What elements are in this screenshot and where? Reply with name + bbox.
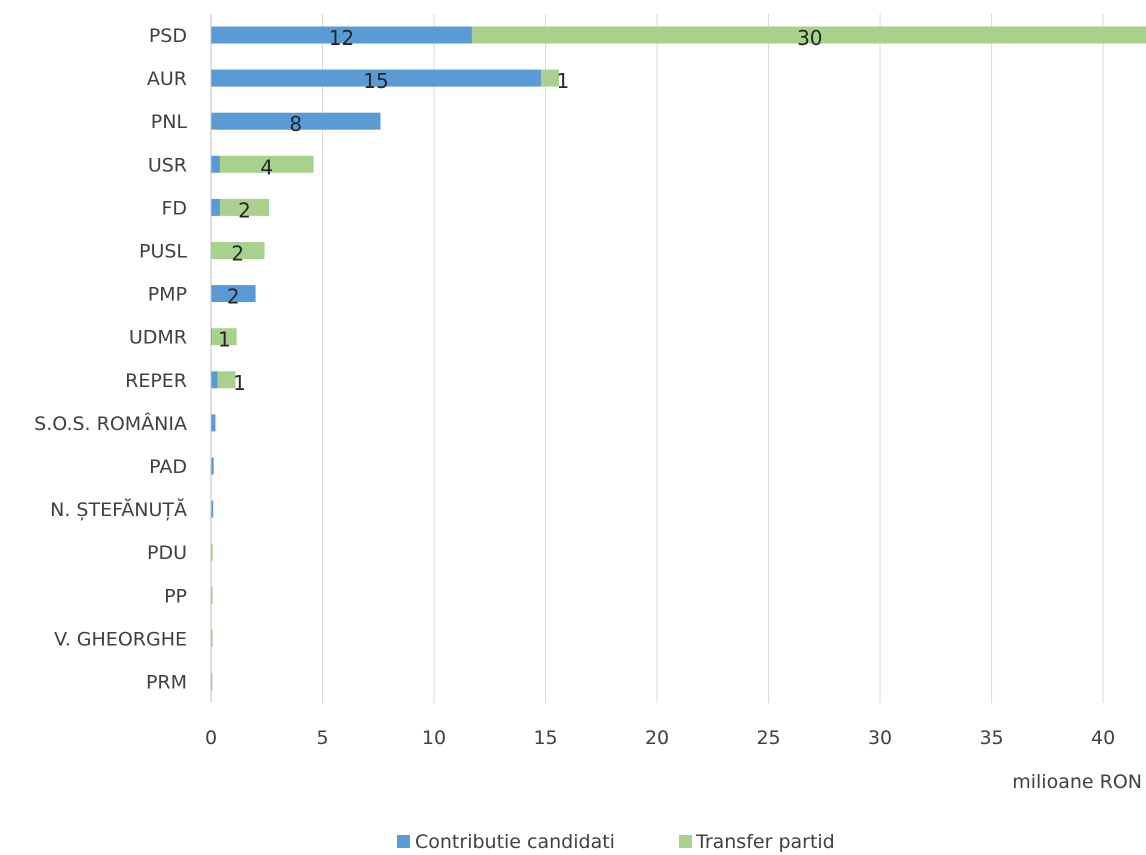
bars <box>211 26 1146 690</box>
bar-segment-series-2 <box>211 543 213 561</box>
x-tick-labels: 0 5 10 15 20 25 30 35 40 <box>205 727 1115 749</box>
legend-swatch <box>397 835 410 848</box>
legend-label: Contributie candidati <box>415 831 615 853</box>
category-labels: PSD AUR PNL USR FD PUSL PMP UDMR REPER S.O.S. ROM… <box>34 25 187 694</box>
bar-segment-series-2 <box>211 242 265 259</box>
legend-label: Transfer partid <box>695 831 835 853</box>
category-label: S.O.S. ROMÂNIA <box>34 412 187 435</box>
bar-segment-series-1 <box>211 69 542 87</box>
bar-segment-series-1 <box>211 26 472 44</box>
data-label: 30 <box>797 26 822 50</box>
bar-segment-series-2 <box>219 198 269 216</box>
bar-segment-series-2 <box>211 629 213 647</box>
category-label: PAD <box>149 456 187 478</box>
x-tick-label: 0 <box>205 727 217 749</box>
bar-segment-series-1 <box>211 112 381 130</box>
data-label: 1 <box>218 328 231 352</box>
data-label: 4 <box>260 155 273 179</box>
bar-segment-series-2 <box>211 586 213 604</box>
bar-segment-series-2 <box>211 673 213 690</box>
legend-swatch <box>679 835 692 848</box>
category-label: PDU <box>147 542 187 564</box>
category-label: FD <box>161 197 187 219</box>
category-label: PRM <box>146 672 187 694</box>
x-axis-title: milioane RON <box>1012 771 1142 793</box>
data-label: 8 <box>289 112 302 136</box>
category-label: PNL <box>151 111 188 133</box>
bar-segment-series-1 <box>211 328 213 346</box>
bar-segment-series-1 <box>211 371 218 389</box>
bar-segment-series-1 <box>211 457 214 475</box>
category-label: PMP <box>148 284 187 306</box>
x-tick-label: 20 <box>645 727 669 749</box>
x-tick-label: 5 <box>316 727 328 749</box>
bar-segment-series-1 <box>211 155 220 173</box>
x-tick-label: 35 <box>979 727 1003 749</box>
bar-segment-series-2 <box>541 69 559 87</box>
category-label: UDMR <box>129 327 187 349</box>
bar-segment-series-2 <box>219 155 314 173</box>
category-label: USR <box>148 154 187 176</box>
data-label: 15 <box>363 69 388 93</box>
category-label: PP <box>164 585 187 607</box>
x-tick-label: 10 <box>422 727 446 749</box>
category-label: PUSL <box>139 241 187 263</box>
data-label: 2 <box>231 242 244 266</box>
x-tick-label: 30 <box>868 727 892 749</box>
data-label: 12 <box>329 26 354 50</box>
bar-segment-series-2 <box>217 371 236 389</box>
data-label: 1 <box>233 371 246 395</box>
category-label: AUR <box>147 68 187 90</box>
category-label: V. GHEORGHE <box>54 628 187 650</box>
data-label: 2 <box>238 198 251 222</box>
x-tick-label: 15 <box>533 727 557 749</box>
legend: Contributie candidati Transfer partid <box>397 831 835 853</box>
bar-segment-series-2 <box>212 328 237 346</box>
data-label: 1 <box>557 69 570 93</box>
bar-segment-series-1 <box>211 500 214 518</box>
bar-segment-series-1 <box>211 198 220 216</box>
bar-segment-series-1 <box>211 414 216 432</box>
bar-segment-series-2 <box>471 26 1146 44</box>
data-label: 2 <box>227 285 240 309</box>
bar-segment-series-1 <box>211 285 256 303</box>
x-tick-label: 40 <box>1091 727 1115 749</box>
gridlines <box>322 14 1104 703</box>
category-label: N. ȘTEFĂNUȚĂ <box>50 497 187 521</box>
x-tick-label: 25 <box>756 727 780 749</box>
category-label: REPER <box>125 370 187 392</box>
category-label: PSD <box>149 25 187 47</box>
